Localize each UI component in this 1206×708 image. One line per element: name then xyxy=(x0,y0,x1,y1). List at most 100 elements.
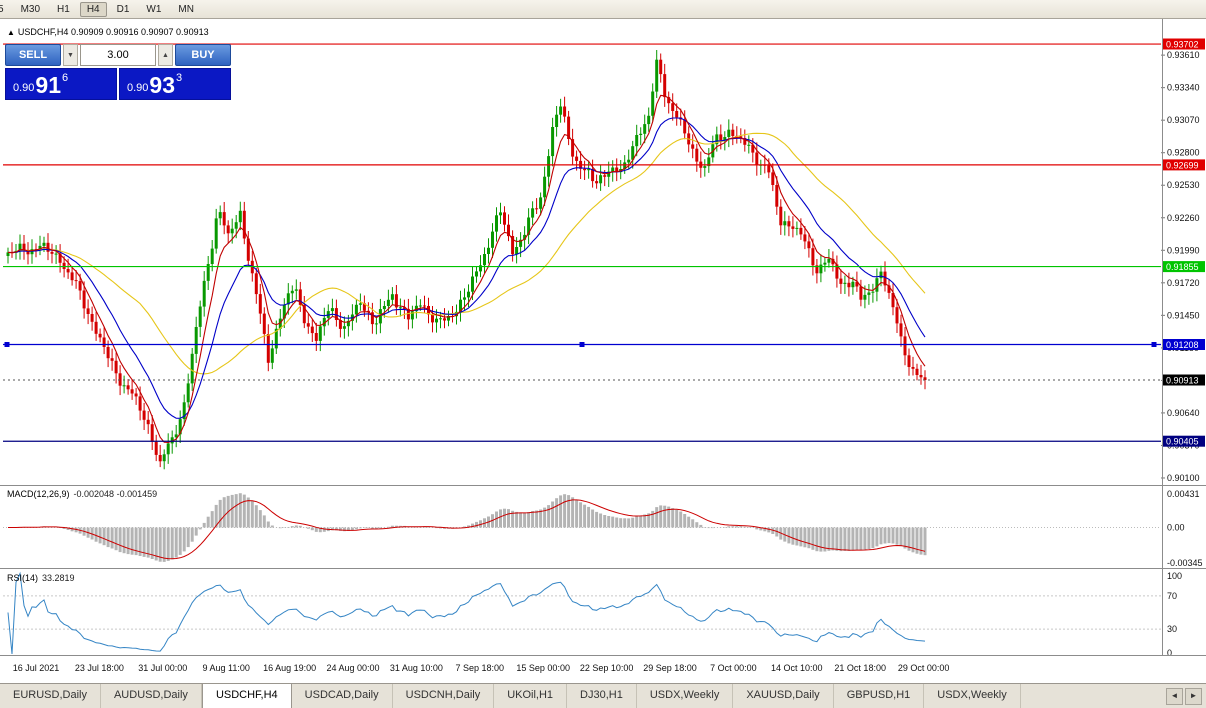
price-tag: 0.91855 xyxy=(1163,261,1205,273)
tab-usdchf-h4-2[interactable]: USDCHF,H4 xyxy=(201,684,292,708)
chart-title-bar: ▲ USDCHF,H4 0.90909 0.90916 0.90907 0.909… xyxy=(7,27,209,37)
svg-text:0.93702: 0.93702 xyxy=(1166,40,1199,50)
ma-line-15 xyxy=(7,117,926,419)
svg-text:0.00: 0.00 xyxy=(1167,523,1185,533)
svg-text:0.93610: 0.93610 xyxy=(1167,50,1200,60)
svg-text:0.90405: 0.90405 xyxy=(1166,437,1199,447)
tab-xauusd-daily-8[interactable]: XAUUSD,Daily xyxy=(733,684,834,708)
tab-ukoil-h1-5[interactable]: UKOil,H1 xyxy=(494,684,568,708)
svg-text:22 Sep 10:00: 22 Sep 10:00 xyxy=(580,663,634,673)
sell-price-big-digits: 91 xyxy=(35,72,62,98)
svg-text:29 Sep 18:00: 29 Sep 18:00 xyxy=(643,663,697,673)
svg-text:16 Aug 19:00: 16 Aug 19:00 xyxy=(263,663,316,673)
buy-button[interactable]: BUY xyxy=(175,44,231,66)
svg-text:31 Jul 00:00: 31 Jul 00:00 xyxy=(138,663,187,673)
timeframe-button-MN[interactable]: MN xyxy=(171,2,201,17)
price-tag: 0.90913 xyxy=(1163,374,1205,386)
timeframe-button-W1[interactable]: W1 xyxy=(139,2,168,17)
svg-text:0.00431: 0.00431 xyxy=(1167,489,1200,499)
svg-text:0.91720: 0.91720 xyxy=(1167,278,1200,288)
svg-text:31 Aug 10:00: 31 Aug 10:00 xyxy=(390,663,443,673)
sell-price-pip-digit: 6 xyxy=(62,72,69,84)
price-tag: 0.91208 xyxy=(1163,339,1205,350)
spin-down-icon: ▼ xyxy=(67,51,74,59)
svg-text:7 Sep 18:00: 7 Sep 18:00 xyxy=(456,663,505,673)
ma-line-6 xyxy=(7,94,926,444)
svg-text:0.92800: 0.92800 xyxy=(1167,148,1200,158)
buy-price-big-digits: 93 xyxy=(149,72,176,98)
svg-text:23 Jul 18:00: 23 Jul 18:00 xyxy=(75,663,124,673)
lot-decrease-button[interactable]: ▼ xyxy=(63,44,78,66)
tab-eurusd-daily-0[interactable]: EURUSD,Daily xyxy=(0,684,101,708)
svg-text:0.91208: 0.91208 xyxy=(1166,340,1199,350)
price-tag: 0.92699 xyxy=(1163,159,1205,171)
tab-usdcnh-daily-4[interactable]: USDCNH,Daily xyxy=(393,684,495,708)
svg-text:21 Oct 18:00: 21 Oct 18:00 xyxy=(834,663,886,673)
lot-size-input[interactable] xyxy=(80,44,156,66)
svg-text:0: 0 xyxy=(1167,648,1172,658)
svg-text:7 Oct 00:00: 7 Oct 00:00 xyxy=(710,663,757,673)
hline-handle[interactable] xyxy=(4,341,10,347)
svg-text:0.91990: 0.91990 xyxy=(1167,245,1200,255)
svg-text:14 Oct 10:00: 14 Oct 10:00 xyxy=(771,663,823,673)
macd-signal-line xyxy=(8,499,926,560)
tab-usdx-weekly-10[interactable]: USDX,Weekly xyxy=(924,684,1021,708)
tab-audusd-daily-1[interactable]: AUDUSD,Daily xyxy=(101,684,202,708)
svg-text:29 Oct 00:00: 29 Oct 00:00 xyxy=(898,663,950,673)
svg-text:9 Aug 11:00: 9 Aug 11:00 xyxy=(203,663,250,673)
timeframe-button-H4[interactable]: H4 xyxy=(79,1,107,17)
chart-symbol-timeframe: USDCHF,H4 xyxy=(17,27,69,37)
timeframe-button-M30[interactable]: M30 xyxy=(14,2,47,17)
tabs-scroll-right[interactable]: ► xyxy=(1185,687,1202,705)
svg-text:0.92530: 0.92530 xyxy=(1167,180,1200,190)
tab-usdcad-daily-3[interactable]: USDCAD,Daily xyxy=(292,684,393,708)
timeframe-button-H1[interactable]: H1 xyxy=(50,2,77,17)
svg-text:15 Sep 00:00: 15 Sep 00:00 xyxy=(516,663,570,673)
lot-increase-button[interactable]: ▲ xyxy=(158,44,173,66)
buy-price-prefix: 0.90 xyxy=(127,82,149,94)
timeframe-button-5[interactable]: 5 xyxy=(0,2,11,17)
svg-text:0.93340: 0.93340 xyxy=(1167,83,1200,93)
svg-text:0.93070: 0.93070 xyxy=(1167,115,1200,125)
svg-text:30: 30 xyxy=(1167,624,1177,634)
price-tag: 0.93702 xyxy=(1163,38,1205,50)
svg-text:24 Aug 00:00: 24 Aug 00:00 xyxy=(326,663,379,673)
tab-usdx-weekly-7[interactable]: USDX,Weekly xyxy=(637,684,734,708)
tabs-scroll-left[interactable]: ◄ xyxy=(1166,687,1183,705)
svg-text:0.90913: 0.90913 xyxy=(1166,376,1199,386)
sell-button[interactable]: SELL xyxy=(5,44,61,66)
chart-canvas[interactable]: 0.93610 0.93340 0.93070 0.92800 0.92530 0.922… xyxy=(0,19,1206,683)
buy-price-pip-digit: 3 xyxy=(176,72,183,84)
rsi-line xyxy=(7,571,926,655)
svg-text:0.92260: 0.92260 xyxy=(1167,213,1200,223)
chart-tab-bar: EURUSD,Daily AUDUSD,Daily USDCHF,H4 USDCAD,… xyxy=(0,683,1206,708)
macd-label: MACD(12,26,9) -0.002048 -0.001459 xyxy=(7,489,158,499)
svg-text:0.90100: 0.90100 xyxy=(1167,473,1200,483)
ma-line-34 xyxy=(7,132,926,375)
svg-text:0.92699: 0.92699 xyxy=(1166,160,1199,170)
collapse-one-click-icon[interactable]: ▲ xyxy=(7,28,15,37)
hline-handle[interactable] xyxy=(1151,341,1157,347)
timeframe-button-D1[interactable]: D1 xyxy=(110,2,137,17)
price-tag: 0.90405 xyxy=(1163,435,1205,447)
spin-up-icon: ▲ xyxy=(162,51,169,59)
svg-text:0.91855: 0.91855 xyxy=(1166,262,1199,272)
macd-histogram xyxy=(14,493,927,562)
svg-text:0.91450: 0.91450 xyxy=(1167,310,1200,320)
timeframe-toolbar: 5M30H1H4D1W1MN xyxy=(0,0,1206,19)
svg-text:-0.00345: -0.00345 xyxy=(1167,558,1203,568)
macd-values: -0.002048 -0.001459 xyxy=(73,489,158,499)
tab-gbpusd-h1-9[interactable]: GBPUSD,H1 xyxy=(834,684,925,708)
tab-dj30-h1-6[interactable]: DJ30,H1 xyxy=(567,684,637,708)
rsi-label: RSI(14) 33.2819 xyxy=(7,573,75,583)
svg-text:16 Jul 2021: 16 Jul 2021 xyxy=(13,663,60,673)
buy-price-display[interactable]: 0.90 93 3 xyxy=(119,68,231,100)
chart-ohlc-values: 0.90909 0.90916 0.90907 0.90913 xyxy=(70,27,209,37)
svg-text:0.90640: 0.90640 xyxy=(1167,408,1200,418)
svg-text:100: 100 xyxy=(1167,571,1182,581)
price-chart-svg[interactable]: 0.93610 0.93340 0.93070 0.92800 0.92530 0.922… xyxy=(0,19,1206,683)
sell-price-display[interactable]: 0.90 91 6 xyxy=(5,68,117,100)
one-click-trading-widget: SELL ▼ ▲ BUY 0.90 91 6 0.90 93 3 xyxy=(5,44,231,100)
hline-handle[interactable] xyxy=(579,341,585,347)
